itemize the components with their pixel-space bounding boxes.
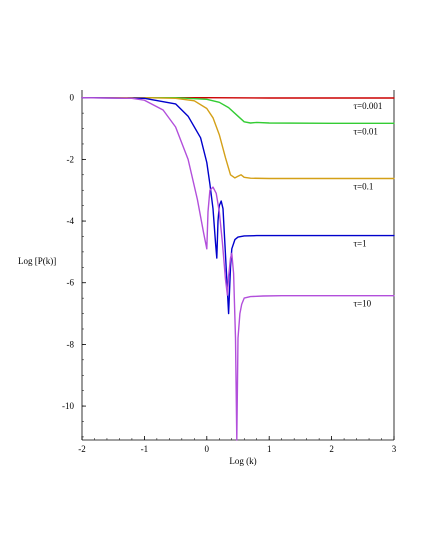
y-axis-label: Log [P(k)] [18,256,56,266]
x-axis-ticks: -2 -1 0 1 2 3 [78,436,397,454]
x-tick-label: -1 [141,444,149,454]
y-tick-label: -6 [67,278,75,288]
series-line-3 [81,96,395,315]
x-tick-label: -2 [78,444,86,454]
y-tick-label: -4 [67,216,75,226]
x-axis-label: Log (k) [229,456,256,466]
series-group [81,96,395,441]
x-tick-label: 2 [329,444,334,454]
x-tick-label: 0 [205,444,210,454]
series-label-1: τ=0.01 [353,126,377,136]
series-label-3: τ=1 [353,239,366,249]
y-tick-label: -2 [67,154,75,164]
y-tick-label: -10 [62,401,74,411]
series-labels: τ=0.001 τ=0.01 τ=0.1 τ=1 τ=10 [353,101,382,309]
y-tick-label: 0 [70,93,75,103]
series-label-2: τ=0.1 [353,182,373,192]
series-line-2 [81,96,395,180]
x-tick-label: 3 [392,444,397,454]
series-label-0: τ=0.001 [353,101,382,111]
series-line-1 [81,96,395,125]
x-tick-label: 1 [267,444,272,454]
y-tick-label: -8 [67,339,75,349]
series-line-4 [81,96,395,441]
series-label-4: τ=10 [353,299,371,309]
